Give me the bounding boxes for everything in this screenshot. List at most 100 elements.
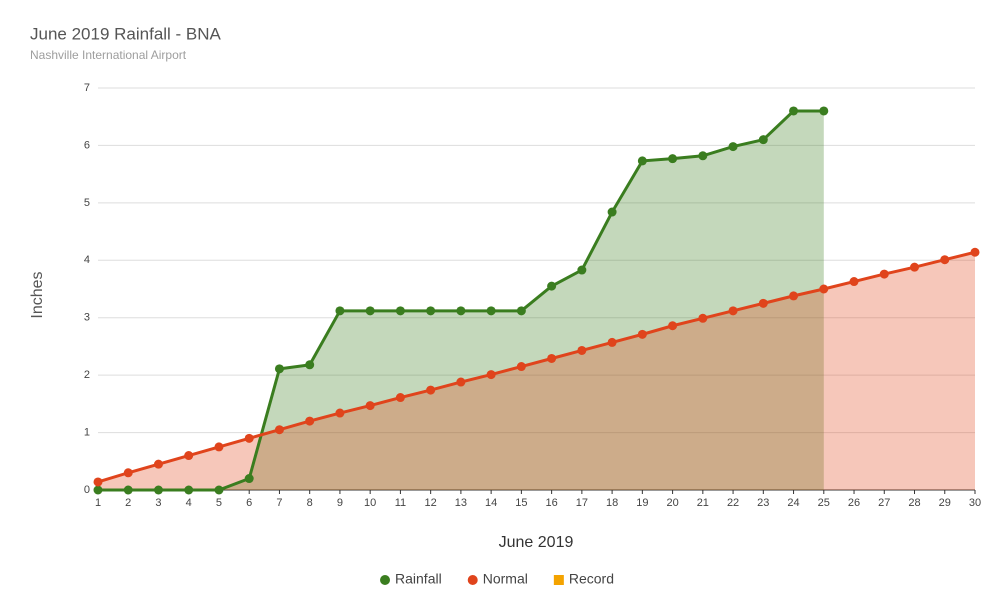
data-point — [426, 306, 436, 316]
x-tick-label: 25 — [818, 497, 830, 509]
data-point — [123, 468, 133, 478]
data-point — [819, 284, 829, 294]
data-point — [365, 401, 375, 411]
y-tick-label: 4 — [84, 254, 90, 266]
data-point — [698, 151, 708, 161]
series-area — [98, 110, 824, 490]
x-tick-label: 4 — [186, 497, 192, 509]
data-point — [335, 408, 345, 418]
x-tick-label: 13 — [455, 497, 467, 509]
data-point — [698, 313, 708, 323]
data-point — [395, 393, 405, 403]
data-point — [184, 485, 194, 495]
data-point — [607, 207, 617, 217]
data-point — [305, 360, 315, 370]
data-point — [758, 298, 768, 308]
legend-label: Normal — [483, 571, 528, 587]
x-tick-label: 5 — [216, 497, 222, 509]
y-axis-label: Inches — [29, 271, 46, 318]
x-tick-label: 16 — [545, 497, 557, 509]
data-point — [305, 416, 315, 426]
x-tick-label: 21 — [697, 497, 709, 509]
x-tick-label: 15 — [515, 497, 527, 509]
y-tick-label: 1 — [84, 426, 90, 438]
x-tick-label: 24 — [787, 497, 799, 509]
series-area — [98, 252, 975, 490]
data-point — [274, 364, 284, 374]
x-tick-label: 18 — [606, 497, 618, 509]
data-point — [123, 485, 133, 495]
x-tick-label: 6 — [246, 497, 252, 509]
data-point — [426, 385, 436, 395]
data-point — [335, 306, 345, 316]
legend-marker — [553, 575, 564, 585]
legend-marker — [467, 575, 478, 585]
data-point — [516, 306, 526, 316]
y-tick-label: 0 — [84, 484, 90, 496]
x-tick-label: 8 — [307, 497, 313, 509]
data-point — [244, 433, 254, 443]
data-point — [516, 362, 526, 372]
x-tick-label: 28 — [908, 497, 920, 509]
data-point — [395, 306, 405, 316]
data-point — [184, 451, 194, 461]
data-point — [577, 345, 587, 355]
x-tick-label: 11 — [395, 497, 406, 509]
x-tick-label: 9 — [337, 497, 343, 509]
data-point — [849, 277, 859, 287]
data-point — [274, 425, 284, 435]
data-point — [547, 281, 557, 291]
y-tick-label: 3 — [84, 312, 90, 324]
x-tick-label: 17 — [576, 497, 588, 509]
x-tick-label: 29 — [939, 497, 951, 509]
x-tick-label: 27 — [878, 497, 890, 509]
x-tick-label: 30 — [969, 497, 981, 509]
x-tick-label: 22 — [727, 497, 739, 509]
chart-subtitle: Nashville International Airport — [30, 48, 187, 62]
x-tick-label: 2 — [125, 497, 131, 509]
y-tick-label: 6 — [84, 139, 90, 151]
legend-marker — [380, 575, 391, 585]
y-tick-label: 7 — [84, 82, 90, 94]
x-tick-label: 19 — [636, 497, 648, 509]
data-point — [970, 247, 980, 257]
data-point — [728, 142, 738, 152]
x-tick-label: 12 — [425, 497, 437, 509]
data-point — [607, 337, 617, 347]
data-point — [547, 353, 557, 363]
data-point — [577, 265, 587, 275]
data-point — [789, 291, 799, 301]
data-point — [93, 477, 103, 487]
data-point — [244, 474, 254, 484]
data-point — [910, 262, 920, 272]
data-point — [879, 269, 889, 279]
chart-title: June 2019 Rainfall - BNA — [30, 24, 222, 43]
data-point — [668, 321, 678, 331]
data-point — [637, 329, 647, 339]
data-point — [637, 156, 647, 166]
series-line — [97, 250, 976, 484]
x-axis-label: June 2019 — [499, 534, 574, 551]
y-tick-label: 5 — [84, 197, 90, 209]
data-point — [153, 485, 163, 495]
data-point — [728, 306, 738, 316]
data-point — [789, 106, 799, 116]
x-tick-label: 23 — [757, 497, 769, 509]
data-point — [940, 255, 950, 265]
data-point — [456, 377, 466, 387]
data-point — [153, 459, 163, 469]
data-point — [668, 154, 678, 164]
data-point — [214, 485, 224, 495]
x-tick-label: 7 — [276, 497, 282, 509]
x-tick-label: 26 — [848, 497, 860, 509]
data-point — [214, 442, 224, 452]
data-point — [456, 306, 466, 316]
legend-label: Record — [569, 571, 614, 587]
data-point — [486, 306, 496, 316]
x-tick-label: 20 — [666, 497, 678, 509]
data-point — [819, 106, 829, 116]
x-tick-label: 10 — [364, 497, 376, 509]
data-point — [365, 306, 375, 316]
